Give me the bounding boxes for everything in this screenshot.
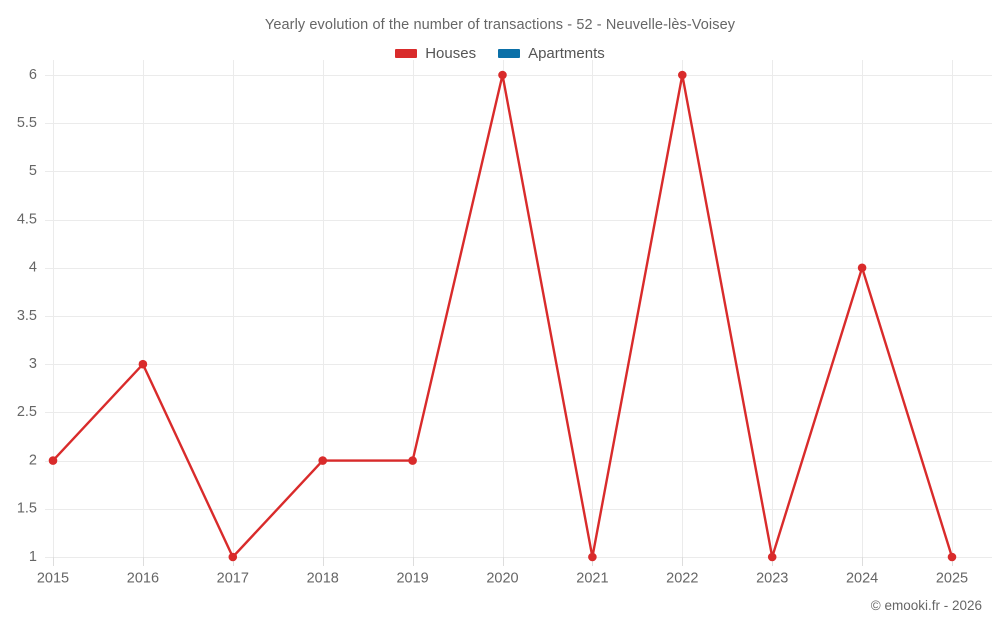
data-point-marker[interactable] <box>138 359 148 369</box>
y-axis-tick-label: 2 <box>29 452 37 468</box>
data-point-marker[interactable] <box>228 552 238 562</box>
x-axis-tick-label: 2025 <box>936 571 968 587</box>
x-axis-tick-label: 2018 <box>307 571 339 587</box>
x-axis-tick-label: 2022 <box>666 571 698 587</box>
x-axis-tick-label: 2020 <box>486 571 518 587</box>
chart-title: Yearly evolution of the number of transa… <box>264 17 736 33</box>
y-axis-tick-label: 4.5 <box>17 211 37 227</box>
data-point-marker[interactable] <box>857 263 867 273</box>
y-axis-tick-label: 5 <box>29 163 37 179</box>
data-point-marker[interactable] <box>48 456 58 465</box>
data-point-marker[interactable] <box>588 552 597 562</box>
legend-swatch-houses <box>395 49 418 58</box>
legend-swatch-apartments <box>498 49 521 58</box>
data-point-marker[interactable] <box>498 70 507 80</box>
legend-item-apartments[interactable]: Apartments <box>498 45 605 62</box>
data-point-marker[interactable] <box>318 456 328 465</box>
legend-item-houses[interactable]: Houses <box>395 45 476 62</box>
y-axis-tick-label: 6 <box>29 67 37 83</box>
x-axis-tick-label: 2015 <box>37 571 69 587</box>
legend-label-houses: Houses <box>425 45 477 62</box>
y-axis-tick-label: 1 <box>29 549 37 565</box>
data-point-marker[interactable] <box>678 70 687 80</box>
data-point-marker[interactable] <box>767 552 777 562</box>
x-axis-labels: 2015 2016 2017 2018 2019 2020 2021 2022 2023 2024… <box>37 571 968 587</box>
copyright-footer: © emooki.fr - 2026 <box>870 598 982 613</box>
series-layer <box>48 70 957 562</box>
chart-legend: Houses Apartments <box>0 45 1000 62</box>
legend-label-apartments: Apartments <box>528 45 605 62</box>
y-axis-tick-label: 4 <box>29 260 37 276</box>
data-point-marker[interactable] <box>408 456 417 465</box>
y-axis-tick-label: 3 <box>29 356 37 372</box>
y-axis-tick-label: 3.5 <box>17 308 37 324</box>
data-point-marker[interactable] <box>947 552 957 562</box>
x-axis-tick-label: 2019 <box>396 571 428 587</box>
grid-layer <box>45 60 992 558</box>
x-axis-tick-label: 2017 <box>217 571 249 587</box>
y-axis-tick-label: 2.5 <box>17 404 37 420</box>
x-axis-tick-label: 2021 <box>576 571 608 587</box>
y-axis-labels: 1 1.5 2 2.5 3 3.5 4 4.5 5 5.5 6 <box>17 67 37 565</box>
x-axis-tick-label: 2023 <box>756 571 788 587</box>
x-axis-tick-label: 2016 <box>127 571 159 587</box>
y-axis-tick-label: 5.5 <box>17 115 37 131</box>
tick-layer <box>53 557 953 566</box>
y-axis-tick-label: 1.5 <box>17 501 37 517</box>
x-axis-tick-label: 2024 <box>846 571 878 587</box>
